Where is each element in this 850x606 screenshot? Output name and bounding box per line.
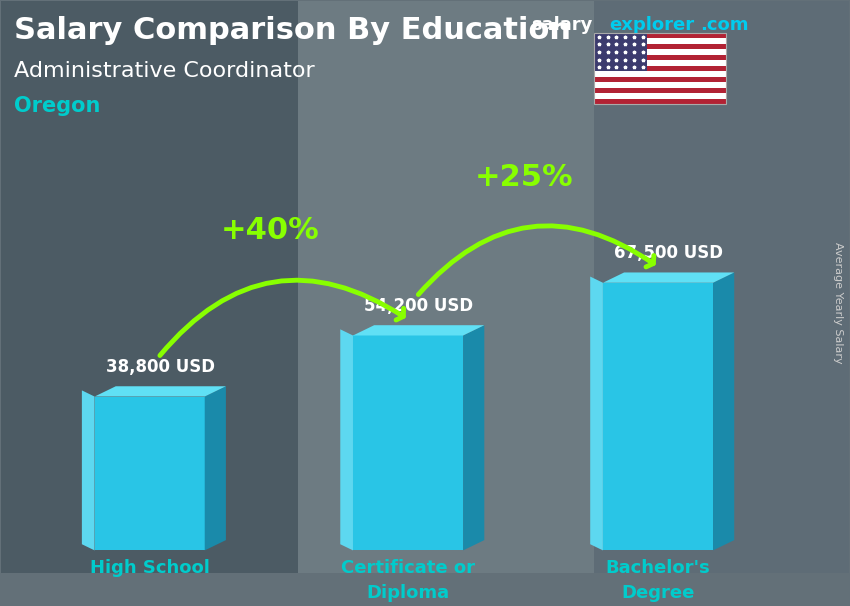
Bar (2, 1, 297, 573)
Bar (594, 88, 726, 93)
Text: 38,800 USD: 38,800 USD (105, 358, 215, 376)
Polygon shape (590, 276, 603, 550)
Polygon shape (94, 396, 205, 550)
Text: Oregon: Oregon (14, 96, 100, 116)
Text: Certificate or
Diploma: Certificate or Diploma (341, 559, 475, 602)
Text: 67,500 USD: 67,500 USD (614, 244, 723, 262)
Polygon shape (603, 283, 713, 550)
Text: Administrative Coordinator: Administrative Coordinator (14, 61, 314, 81)
Bar (298, 1, 594, 573)
Bar (594, 72, 726, 77)
Text: 54,200 USD: 54,200 USD (364, 297, 473, 315)
Polygon shape (340, 329, 353, 550)
Text: +25%: +25% (475, 164, 574, 192)
Polygon shape (353, 325, 484, 336)
Polygon shape (205, 386, 226, 550)
Bar (594, 44, 726, 49)
Polygon shape (713, 273, 734, 550)
Text: .com: .com (700, 16, 749, 34)
Text: Average Yearly Salary: Average Yearly Salary (833, 242, 843, 364)
Polygon shape (82, 390, 94, 550)
Bar (594, 38, 726, 44)
Polygon shape (603, 273, 734, 283)
Text: High School: High School (90, 559, 210, 577)
Bar (594, 33, 726, 38)
Text: Bachelor's
Degree: Bachelor's Degree (605, 559, 711, 602)
Bar (594, 82, 726, 88)
Bar (594, 33, 647, 72)
Bar (594, 93, 726, 99)
Polygon shape (94, 386, 226, 396)
Text: +40%: +40% (221, 216, 320, 245)
Bar (594, 49, 726, 55)
Bar (594, 77, 726, 82)
Text: explorer: explorer (609, 16, 694, 34)
Bar (594, 99, 726, 104)
Bar (594, 1, 848, 573)
Bar (594, 33, 726, 104)
Polygon shape (463, 325, 484, 550)
Bar (594, 66, 726, 72)
Bar (594, 61, 726, 66)
Text: salary: salary (531, 16, 592, 34)
Bar (594, 55, 726, 61)
Text: Salary Comparison By Education: Salary Comparison By Education (14, 16, 571, 45)
Polygon shape (353, 336, 463, 550)
